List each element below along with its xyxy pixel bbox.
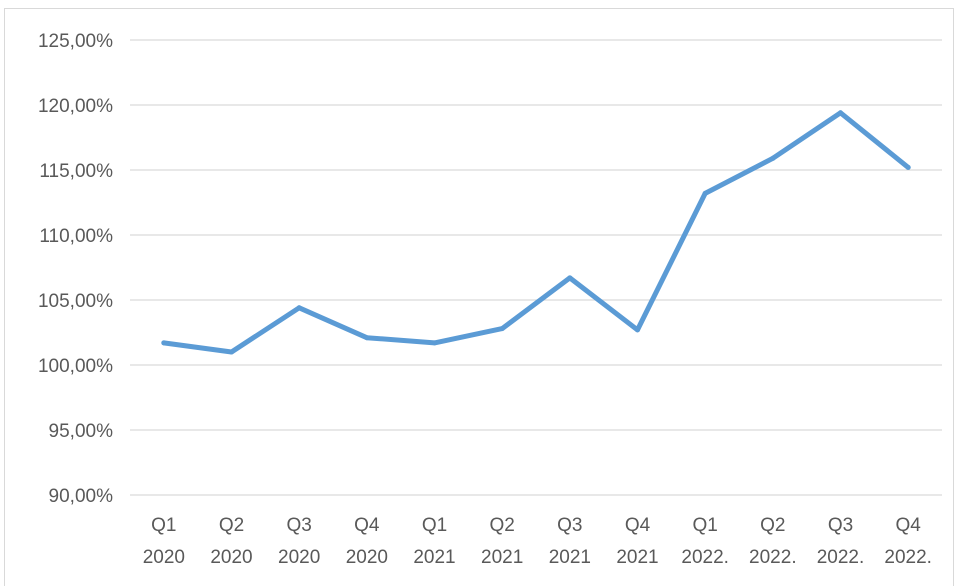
y-tick-label: 110,00% xyxy=(39,226,113,247)
data-point xyxy=(838,110,843,116)
y-tick-label: 95,00% xyxy=(49,421,114,442)
x-tick-label: 2020 xyxy=(210,547,252,568)
x-axis: Q1 2020 Q2 2020 Q3 2020 Q4 2020 Q1 2021 Q2 2021 Q3 20… xyxy=(143,515,932,568)
y-tick-label: 105,00% xyxy=(38,291,113,312)
y-tick-label: 120,00% xyxy=(38,96,113,117)
x-tick-label: Q4 xyxy=(895,515,921,536)
x-tick-label: Q4 xyxy=(354,515,380,536)
data-point xyxy=(770,155,776,161)
x-tick-label: 2021 xyxy=(481,547,523,568)
data-point xyxy=(432,340,437,346)
x-tick-label: 2022. xyxy=(749,547,797,568)
series-group xyxy=(161,110,911,355)
x-tick-label: 2021 xyxy=(549,547,591,568)
chart-frame xyxy=(4,8,954,586)
x-tick-label: Q1 xyxy=(692,515,717,536)
x-tick-label: Q1 xyxy=(151,515,176,536)
x-tick-label: 2022. xyxy=(884,547,932,568)
y-tick-label: 115,00% xyxy=(39,161,113,182)
data-point xyxy=(567,275,573,281)
x-tick-label: 2020 xyxy=(278,547,320,568)
x-tick-label: Q4 xyxy=(625,515,651,536)
x-tick-label: Q2 xyxy=(219,515,244,536)
gridlines xyxy=(130,39,942,496)
data-point xyxy=(635,327,640,333)
data-point xyxy=(702,190,708,196)
x-tick-label: Q2 xyxy=(760,515,785,536)
y-tick-label: 90,00% xyxy=(49,486,114,507)
series-line xyxy=(161,110,911,355)
data-point xyxy=(296,305,302,311)
x-tick-label: Q1 xyxy=(422,515,447,536)
data-point xyxy=(229,349,234,355)
x-tick-label: Q3 xyxy=(557,515,582,536)
x-tick-label: 2022. xyxy=(681,547,729,568)
x-tick-label: 2022. xyxy=(817,547,865,568)
x-tick-label: 2021 xyxy=(616,547,658,568)
data-point xyxy=(499,326,505,332)
y-axis: 90,00% 95,00% 100,00% 105,00% 110,00% 115,00%… xyxy=(38,31,113,507)
x-tick-label: 2020 xyxy=(346,547,388,568)
x-tick-label: 2020 xyxy=(143,547,185,568)
x-tick-label: Q2 xyxy=(489,515,514,536)
y-tick-label: 125,00% xyxy=(38,31,113,52)
x-tick-label: 2021 xyxy=(413,547,455,568)
x-tick-label: Q3 xyxy=(286,515,311,536)
data-point xyxy=(905,164,911,170)
data-point xyxy=(161,340,167,346)
y-tick-label: 100,00% xyxy=(38,356,113,377)
x-tick-label: Q3 xyxy=(828,515,853,536)
data-point xyxy=(364,335,370,341)
